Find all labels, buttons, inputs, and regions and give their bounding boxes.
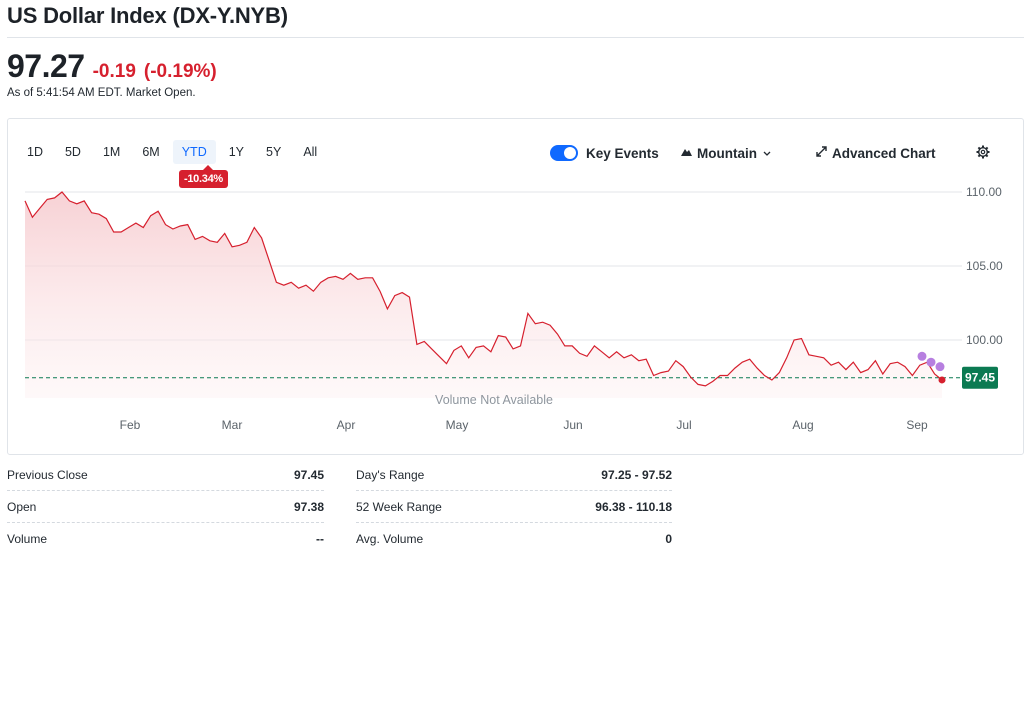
- advanced-chart-button[interactable]: Advanced Chart: [816, 142, 936, 164]
- range-all-button[interactable]: All: [303, 145, 318, 159]
- stat-avg-volume: Avg. Volume 0: [356, 532, 672, 546]
- x-tick-label: Sep: [906, 418, 928, 432]
- chart-type-label: Mountain: [697, 145, 757, 161]
- current-price: 97.27: [7, 48, 85, 84]
- x-tick-label: Mar: [222, 418, 243, 432]
- volume-note: Volume Not Available: [435, 393, 553, 407]
- stat-52-week-range: 52 Week Range 96.38 - 110.18: [356, 491, 672, 523]
- mountain-icon: [681, 147, 692, 159]
- advanced-chart-label: Advanced Chart: [832, 145, 936, 161]
- range-1y-button[interactable]: 1Y: [228, 145, 245, 159]
- key-event-marker[interactable]: [917, 351, 927, 361]
- range-5d-button[interactable]: 5D: [64, 145, 81, 159]
- quote-summary: 97.27 -0.19 (-0.19%): [7, 48, 217, 85]
- title-divider: [7, 37, 1024, 38]
- key-events-toggle[interactable]: Key Events: [550, 142, 659, 164]
- price-change-percent: (-0.19%): [143, 61, 217, 82]
- stat-open: Open 97.38: [7, 491, 324, 523]
- price-change: -0.19: [92, 61, 136, 82]
- market-status: As of 5:41:54 AM EDT. Market Open.: [7, 87, 196, 99]
- x-tick-label: Aug: [792, 418, 813, 432]
- range-5y-button[interactable]: 5Y: [266, 145, 282, 159]
- range-6m-button[interactable]: 6M: [142, 145, 160, 159]
- x-tick-label: Feb: [120, 418, 141, 432]
- price-line: [24, 191, 943, 387]
- svg-text:97.45: 97.45: [965, 371, 995, 385]
- x-tick-label: Apr: [337, 418, 356, 432]
- x-tick-label: May: [446, 418, 469, 432]
- ytd-change-badge: -10.34%: [179, 165, 228, 188]
- key-event-marker[interactable]: [926, 357, 936, 367]
- x-tick-label: Jun: [563, 418, 582, 432]
- stat-previous-close: Previous Close 97.45: [7, 459, 324, 491]
- y-tick-label: 105.00: [966, 259, 1003, 273]
- key-events-label: Key Events: [586, 145, 659, 161]
- range-ytd-button[interactable]: YTD: [172, 140, 216, 164]
- toggle-switch[interactable]: [550, 145, 578, 161]
- range-1m-button[interactable]: 1M: [102, 145, 121, 159]
- stat-volume: Volume --: [7, 532, 324, 546]
- price-area: [25, 192, 942, 398]
- page-title: US Dollar Index (DX-Y.NYB): [7, 3, 288, 28]
- y-tick-label: 100.00: [966, 333, 1003, 347]
- chart-card: [7, 118, 1024, 455]
- last-price-label: 97.45: [962, 366, 998, 389]
- chart-type-dropdown[interactable]: Mountain: [681, 142, 771, 164]
- range-1d-button[interactable]: 1D: [27, 145, 43, 159]
- expand-icon: [816, 146, 827, 160]
- range-selector: 1D 5D 1M 6M YTD 1Y 5Y All: [18, 140, 330, 164]
- settings-button[interactable]: [976, 142, 990, 164]
- last-price-point: [938, 376, 946, 384]
- stat-days-range: Day's Range 97.25 - 97.52: [356, 459, 672, 491]
- y-tick-label: 110.00: [966, 185, 1002, 199]
- key-event-marker[interactable]: [935, 362, 945, 372]
- chevron-down-icon: [763, 148, 771, 158]
- x-tick-label: Jul: [676, 418, 691, 432]
- gear-icon: [976, 145, 990, 162]
